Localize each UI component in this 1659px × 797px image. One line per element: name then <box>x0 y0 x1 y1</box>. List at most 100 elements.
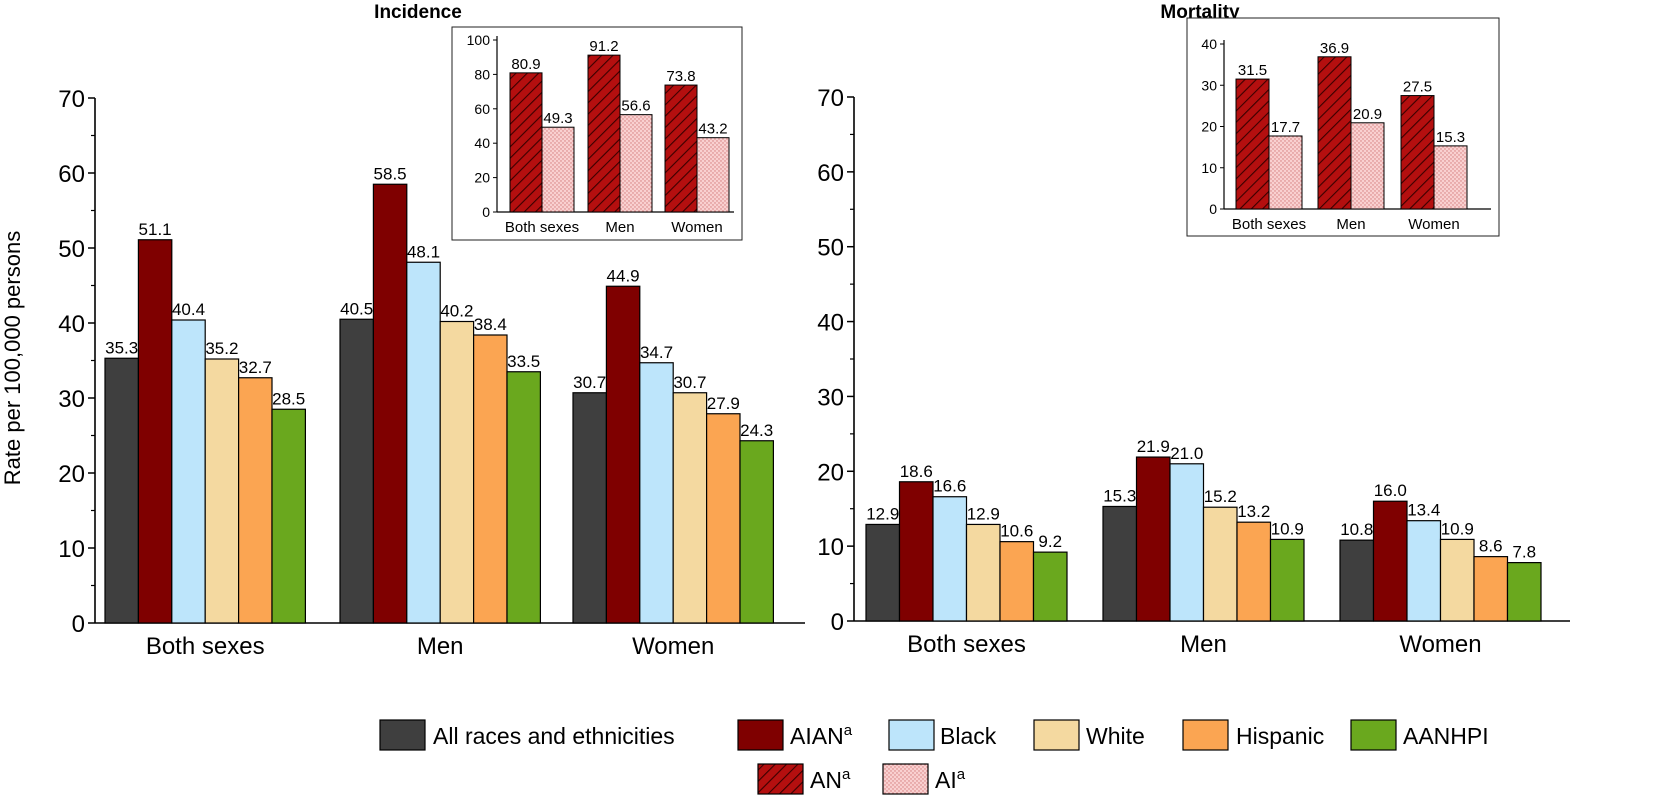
inset-data-label: 91.2 <box>589 38 618 55</box>
bar <box>672 392 708 624</box>
bar <box>506 371 542 624</box>
y-tick-label: 20 <box>58 461 85 488</box>
panel-incidence: Incidence 0 10 20 30 40 50 60 70 35.3 51.1 40.4 35.2… <box>58 2 805 660</box>
y-tick-label: 50 <box>58 236 85 263</box>
legend-label: ANa <box>810 766 851 793</box>
data-label: 12.9 <box>866 504 899 523</box>
bar <box>965 523 1001 622</box>
inset-bar <box>1235 78 1270 210</box>
legend-swatch <box>1350 719 1397 751</box>
bar <box>999 541 1035 622</box>
inset-bar <box>1433 145 1468 210</box>
inset-bar <box>1268 135 1303 210</box>
bar <box>705 413 741 624</box>
data-label: 18.6 <box>900 462 933 481</box>
x-tick-label: Both sexes <box>907 631 1026 658</box>
bar <box>238 377 273 624</box>
x-tick-label: Women <box>1399 631 1481 658</box>
inset-y-tick-label: 0 <box>1209 201 1217 217</box>
legend-item: Black <box>888 719 997 751</box>
legend-label: All races and ethnicities <box>433 723 675 749</box>
inset-data-label: 31.5 <box>1238 62 1267 79</box>
legend-label: White <box>1086 723 1145 749</box>
inset-bar <box>1400 95 1435 210</box>
inset-x-tick-label: Women <box>671 219 722 236</box>
y-tick-label: 40 <box>817 310 844 337</box>
legend-label: AIa <box>935 766 966 793</box>
legend-swatch <box>1033 719 1080 751</box>
y-tick-label: 60 <box>58 161 85 188</box>
bar <box>572 392 608 624</box>
bar <box>339 318 375 624</box>
inset-bar <box>696 137 730 213</box>
data-label: 40.2 <box>440 302 473 321</box>
data-label: 40.4 <box>172 300 205 319</box>
inset-y-tick-label: 10 <box>1201 160 1217 176</box>
legend-swatch <box>1182 719 1229 751</box>
bar <box>171 319 206 624</box>
bar <box>1202 506 1238 622</box>
data-label: 38.4 <box>474 315 507 334</box>
inset-x-tick-label: Both sexes <box>505 219 579 236</box>
inset-data-label: 73.8 <box>666 68 695 85</box>
data-label: 51.1 <box>139 220 172 239</box>
inset-data-label: 27.5 <box>1403 79 1432 96</box>
data-label: 12.9 <box>967 504 1000 523</box>
data-label: 16.6 <box>933 477 966 496</box>
legend-swatch <box>737 719 784 751</box>
inset-y-tick-label: 40 <box>1201 36 1217 52</box>
bar <box>1169 463 1205 622</box>
bar <box>605 285 641 624</box>
data-label: 13.2 <box>1237 502 1270 521</box>
bar <box>1269 538 1305 622</box>
inset-bar <box>1317 56 1352 210</box>
bar <box>898 481 934 622</box>
inset-data-label: 49.3 <box>543 110 572 127</box>
inset-y-tick-label: 20 <box>474 170 490 186</box>
inset-y-tick-label: 30 <box>1201 77 1217 93</box>
inset-y-tick-label: 80 <box>474 66 490 82</box>
data-label: 33.5 <box>507 352 540 371</box>
data-label: 35.3 <box>105 338 138 357</box>
inset-x-tick-label: Both sexes <box>1232 216 1306 233</box>
bar <box>1406 520 1442 622</box>
bar <box>865 523 901 622</box>
y-tick-label: 20 <box>817 459 844 486</box>
inset-chart: 0 10 20 30 40 31.5 17.7 Both sexes 36.9 20.9 Men 27… <box>1186 17 1500 237</box>
bar <box>271 408 307 624</box>
bar <box>1135 456 1171 622</box>
y-tick-label: 0 <box>72 611 85 638</box>
legend-item: White <box>1033 719 1145 751</box>
data-label: 7.8 <box>1512 543 1536 562</box>
inset-bar <box>619 114 653 213</box>
bar <box>1032 551 1068 622</box>
inset-bar <box>664 84 698 213</box>
y-axis-label: Rate per 100,000 persons <box>0 231 25 485</box>
data-label: 9.2 <box>1038 532 1062 551</box>
data-label: 32.7 <box>239 358 272 377</box>
legend-label: Black <box>940 723 997 749</box>
data-label: 34.7 <box>640 343 673 362</box>
panel-title: Incidence <box>374 2 462 23</box>
inset-data-label: 15.3 <box>1436 129 1465 146</box>
inset-bar <box>541 126 575 213</box>
bar <box>137 239 173 624</box>
inset-y-tick-label: 40 <box>474 135 490 151</box>
data-label: 27.9 <box>707 394 740 413</box>
data-label: 30.7 <box>573 373 606 392</box>
bar <box>104 357 140 624</box>
inset-y-tick-label: 0 <box>482 204 490 220</box>
legend-item: AANHPI <box>1350 719 1489 751</box>
legend-item: ANa <box>757 763 851 795</box>
y-tick-label: 70 <box>817 85 844 112</box>
data-label: 44.9 <box>607 266 640 285</box>
legend-item: Hispanic <box>1182 719 1324 751</box>
y-tick-label: 60 <box>817 160 844 187</box>
y-tick-label: 30 <box>58 386 85 413</box>
bar <box>639 362 674 624</box>
bar <box>1102 505 1138 622</box>
inset-data-label: 36.9 <box>1320 40 1349 57</box>
inset-y-tick-label: 60 <box>474 101 490 117</box>
inset-data-label: 20.9 <box>1353 106 1382 123</box>
